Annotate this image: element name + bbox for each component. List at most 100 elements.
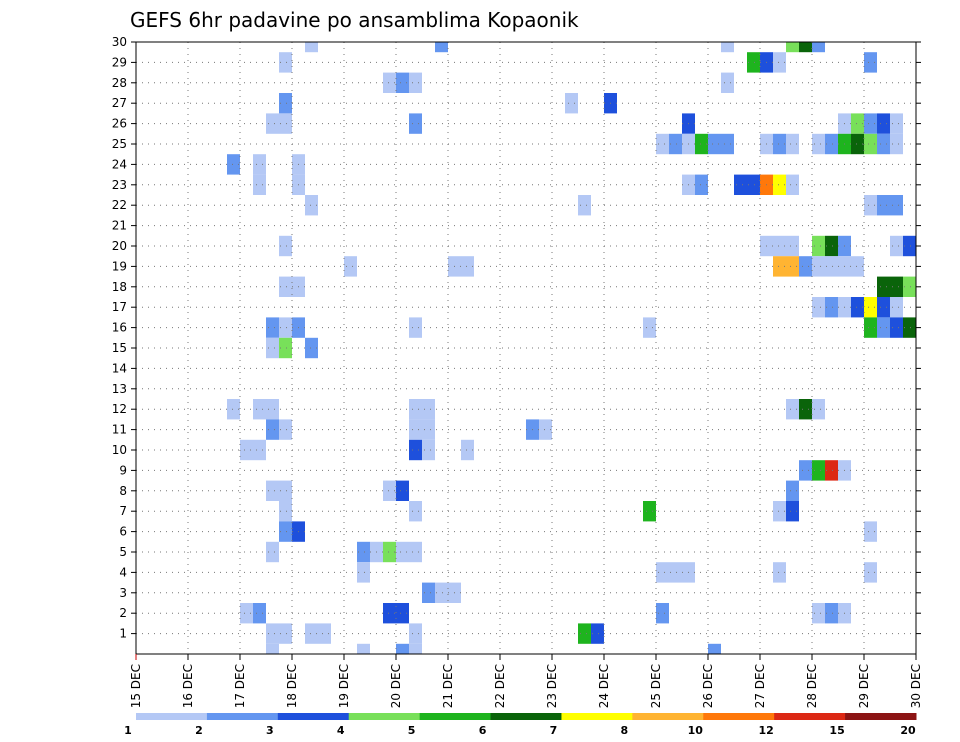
heatmap-cell [786,480,799,501]
heatmap-cell [669,133,682,155]
legend-swatch [277,713,350,720]
heatmap-cell [305,195,318,216]
heatmap-cell [305,337,318,359]
y-tick-label: 29 [112,55,127,69]
heatmap-cell [279,521,292,542]
heatmap-cell [903,276,916,297]
y-tick-label: 27 [112,96,127,110]
x-tick-label: 28 DEC [805,664,819,708]
heatmap-cell [721,72,734,93]
heatmap-cell [825,297,838,318]
heatmap-cell [903,235,916,257]
y-tick-label: 30 [112,35,127,49]
legend-swatch [206,713,279,720]
heatmap-cell [799,256,812,277]
heatmap-cell [890,235,903,257]
heatmap-cell [825,460,838,481]
heatmap-cell [812,460,825,481]
chart-title: GEFS 6hr padavine po ansamblima Kopaonik [130,8,579,32]
heatmap-cell [253,154,266,175]
y-tick-label: 11 [112,423,127,437]
heatmap-cell [851,297,864,318]
heatmap-cell [383,541,396,563]
heatmap-cell [565,93,578,114]
heatmap-cell [877,297,890,318]
heatmap-cell [890,133,903,155]
y-tick-label: 9 [119,463,127,477]
heatmap-cell [695,133,708,155]
heatmap-cell [734,174,760,195]
heatmap-cell [812,42,825,53]
heatmap-cell [305,42,318,53]
legend-label: 6 [479,724,487,737]
heatmap-cell [383,72,396,93]
legend-label: 10 [688,724,704,737]
heatmap-cell [578,195,591,216]
y-tick-label: 5 [119,545,127,559]
x-tick-label: 29 DEC [857,664,871,708]
legend-label: 20 [900,724,916,737]
heatmap-cell [279,235,292,257]
heatmap-cell [396,541,422,563]
heatmap-cell [864,562,877,583]
legend-label: 1 [124,724,132,737]
heatmap-cell [357,562,370,583]
heatmap-cell [409,399,435,420]
heatmap-cell [383,603,409,624]
heatmap-cell [890,297,903,318]
heatmap-cell [409,623,422,644]
heatmap-cell [266,623,292,644]
heatmap-cell [786,399,799,420]
heatmap-cell [279,317,292,338]
y-tick-label: 26 [112,117,127,131]
legend-label: 7 [550,724,558,737]
heatmap-cell [773,562,786,583]
y-axis: 1234567891011121314151617181920212223242… [112,35,921,641]
x-axis: 15 DEC 16 DEC 17 DEC 18 DEC 19 DEC 20 DEC 21 D… [129,654,923,708]
y-tick-label: 20 [112,239,127,253]
heatmap-cell [253,399,279,420]
heatmap-cell [812,399,825,420]
y-tick-label: 14 [112,361,127,375]
heatmap-cell [409,439,422,461]
heatmap-cell [747,52,760,73]
heatmap-cell [864,113,877,134]
heatmap-cell [409,643,422,654]
heatmap-cell [409,501,422,522]
x-tick-label: 24 DEC [597,664,611,708]
heatmap-cell [227,154,240,175]
heatmap-cell [799,42,812,53]
heatmap-cell [266,113,292,134]
legend-swatch [561,713,633,720]
heatmap-cell [812,235,825,257]
heatmap-cell [266,317,279,338]
heatmap-cell [253,603,266,624]
heatmap-cell [266,337,279,359]
heatmap-cell [656,133,669,155]
heatmap-cell [864,133,877,155]
heatmap-cell [786,174,799,195]
heatmap-cell [578,623,591,644]
heatmap-cell [760,235,799,257]
x-tick-label: 18 DEC [285,664,299,708]
heatmap-cell [357,643,370,654]
y-tick-label: 1 [119,627,127,641]
heatmap-cell [864,297,877,318]
heatmap-cell [305,623,331,644]
heatmap-cell [877,195,903,216]
heatmap-cell [266,643,279,654]
y-tick-label: 15 [112,341,127,355]
y-tick-label: 13 [112,382,127,396]
legend-label: 12 [759,724,774,737]
heatmap-cell [409,317,422,338]
heatmap-cell [864,317,877,338]
legend-swatch [703,713,775,720]
y-tick-label: 10 [112,443,127,457]
y-tick-label: 23 [112,178,127,192]
heatmap-cell [799,460,812,481]
legend-label: 3 [266,724,274,737]
x-tick-label: 30 DEC [909,664,923,708]
heatmap-cell [773,133,786,155]
x-tick-label: 20 DEC [389,664,403,708]
heatmap-cell [344,256,357,277]
